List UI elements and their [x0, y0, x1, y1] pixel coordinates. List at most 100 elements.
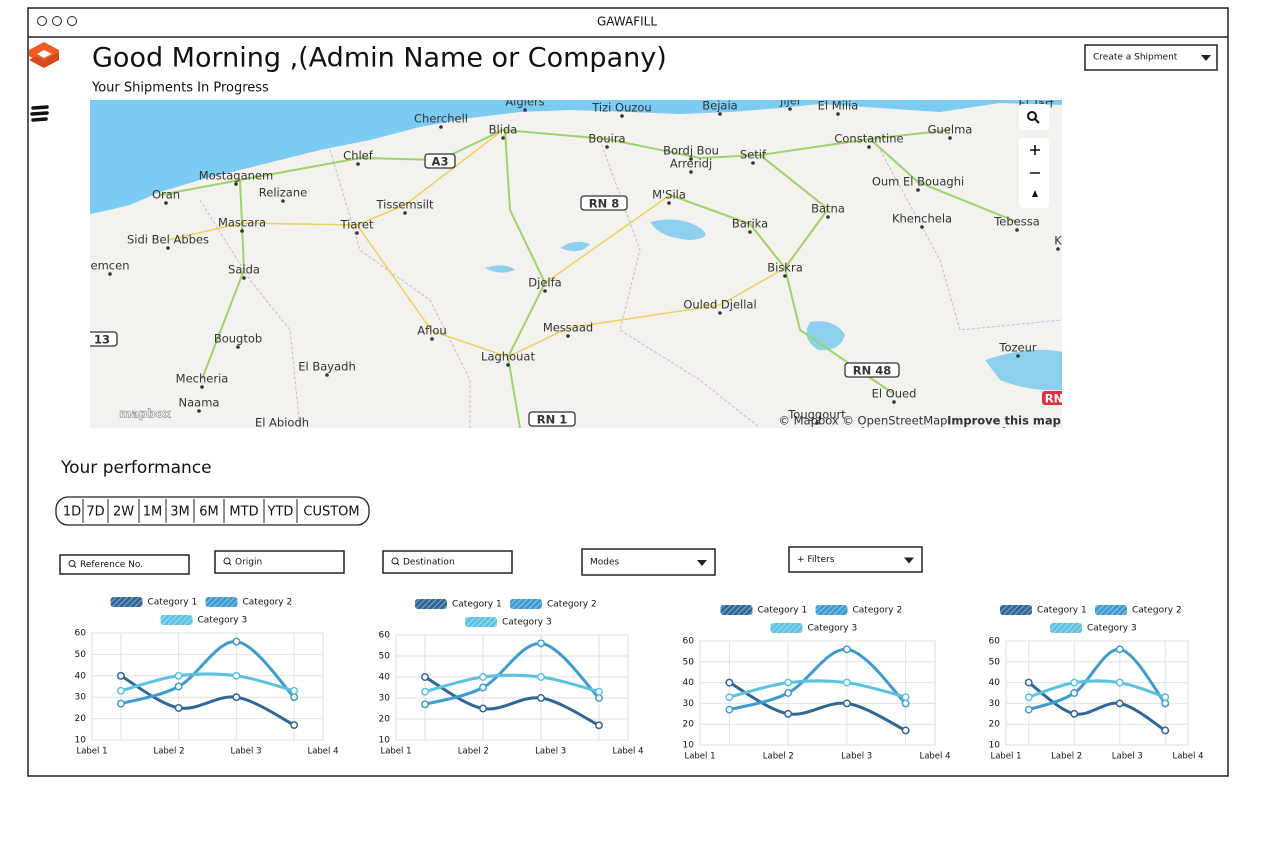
x-tick-label: Label 3 — [535, 747, 566, 757]
legend-item[interactable]: Category 3 — [770, 623, 858, 634]
window-button[interactable] — [67, 16, 77, 26]
filter-dropdown[interactable]: Modes — [581, 548, 716, 576]
city-dot — [430, 337, 434, 341]
legend-label: Category 3 — [808, 624, 858, 634]
search-icon — [73, 565, 77, 568]
data-point — [421, 700, 429, 709]
series-line — [119, 672, 296, 693]
city-label: M'Sila — [652, 188, 686, 202]
search-icon — [228, 562, 232, 566]
y-tick-label: 20 — [379, 715, 391, 725]
map-controls[interactable] — [1019, 104, 1049, 208]
y-tick-label: 30 — [379, 694, 391, 704]
line-chart: 10 20 30 40 50 60 Label 1 Label 2 Label 3 Label 4… — [989, 605, 1204, 762]
series-line — [423, 641, 601, 706]
y-tick-label: 10 — [379, 736, 391, 746]
city-label: Constantine — [834, 132, 903, 146]
logo[interactable] — [29, 42, 59, 68]
menu-button[interactable] — [30, 105, 49, 122]
legend-item[interactable]: Category 2 — [815, 605, 903, 616]
range-button[interactable]: 1M — [143, 505, 163, 520]
input-placeholder: + Filters — [797, 555, 835, 565]
search-icon — [391, 557, 399, 565]
y-tick-label: 20 — [75, 714, 87, 724]
road-shield — [844, 362, 900, 378]
city-label: Naama — [179, 396, 220, 410]
city-label: Messaad — [543, 321, 593, 335]
city-dot — [689, 170, 693, 174]
legend-item[interactable]: Category 3 — [160, 615, 248, 626]
city-dot — [1056, 247, 1060, 251]
range-button[interactable]: YTD — [267, 505, 294, 520]
input-box — [59, 554, 190, 575]
x-tick-label: Label 2 — [1051, 752, 1082, 762]
y-tick-label: 40 — [379, 673, 391, 683]
range-button[interactable]: CUSTOM — [303, 505, 359, 520]
legend-swatch-hatch — [1095, 605, 1127, 615]
data-point — [174, 682, 183, 691]
legend-label: Category 2 — [1132, 606, 1182, 616]
legend-swatch-hatch — [415, 599, 447, 609]
y-tick-label: 40 — [683, 678, 695, 688]
series-line — [423, 673, 601, 694]
range-button[interactable]: 1D — [63, 505, 81, 520]
city-dot — [620, 114, 624, 118]
data-point — [1070, 709, 1079, 718]
x-tick-label: Label 2 — [153, 747, 184, 757]
city-dot — [718, 311, 722, 315]
road-shield — [1042, 391, 1062, 405]
legend-swatch-hatch — [815, 605, 848, 615]
legend-item[interactable]: Category 1 — [110, 597, 198, 608]
legend-swatch-hatch — [510, 599, 542, 609]
city-dot — [439, 125, 443, 129]
city-dot — [748, 230, 752, 234]
city-dot — [605, 145, 609, 149]
range-button[interactable]: 2W — [113, 505, 134, 520]
city-dot — [566, 334, 570, 338]
range-button[interactable]: 3M — [170, 505, 190, 520]
legend-item[interactable]: Category 2 — [510, 599, 597, 610]
data-point — [842, 699, 851, 708]
create-shipment-dropdown[interactable]: Create a Shipment — [1084, 44, 1218, 71]
data-point — [421, 673, 429, 681]
input-placeholder: Destination — [403, 558, 455, 568]
data-point — [1161, 699, 1170, 708]
city-label: El Oued — [872, 387, 917, 401]
city-dot — [200, 385, 204, 389]
city-label: Ouled Djellal — [683, 298, 756, 312]
dropdown-label: Create a Shipment — [1093, 53, 1178, 63]
legend-label: Category 2 — [243, 598, 293, 608]
y-tick-label: 40 — [75, 671, 87, 681]
search-input[interactable]: Origin — [214, 550, 345, 574]
legend-item[interactable]: Category 1 — [415, 599, 502, 610]
map[interactable]: Algiers Tizi Ouzou Bejaia Jijel El Milia El T… — [87, 94, 1066, 433]
legend-item[interactable]: Category 1 — [1000, 605, 1087, 616]
range-button[interactable]: MTD — [229, 505, 258, 520]
city-label: Laghouat — [481, 350, 535, 364]
legend-item[interactable]: Category 1 — [720, 605, 808, 616]
y-tick-label: 50 — [75, 650, 87, 660]
window-button[interactable] — [37, 16, 47, 26]
legend-item[interactable]: Category 2 — [1095, 605, 1182, 616]
data-point — [1024, 705, 1033, 714]
legend-item[interactable]: Category 2 — [205, 597, 293, 608]
city-label: El Bayadh — [298, 360, 356, 374]
window-button[interactable] — [52, 16, 62, 26]
range-button[interactable]: 6M — [199, 505, 219, 520]
data-point — [421, 687, 429, 696]
legend-item[interactable]: Category 3 — [1050, 623, 1137, 634]
filter-dropdown[interactable]: + Filters — [788, 546, 923, 573]
y-tick-label: 40 — [989, 678, 1001, 688]
search-input[interactable]: Destination — [382, 550, 513, 574]
search-input[interactable]: Reference No. — [59, 554, 190, 575]
y-tick-label: 60 — [683, 637, 695, 647]
data-point — [537, 639, 545, 648]
legend-item[interactable]: Category 3 — [465, 617, 552, 628]
range-button[interactable]: 7D — [86, 505, 104, 520]
city-dot — [815, 421, 819, 425]
city-dot — [836, 112, 840, 116]
x-tick-label: Label 1 — [990, 752, 1021, 762]
city-label: Oran — [152, 188, 180, 202]
city-label: Barika — [732, 217, 768, 231]
